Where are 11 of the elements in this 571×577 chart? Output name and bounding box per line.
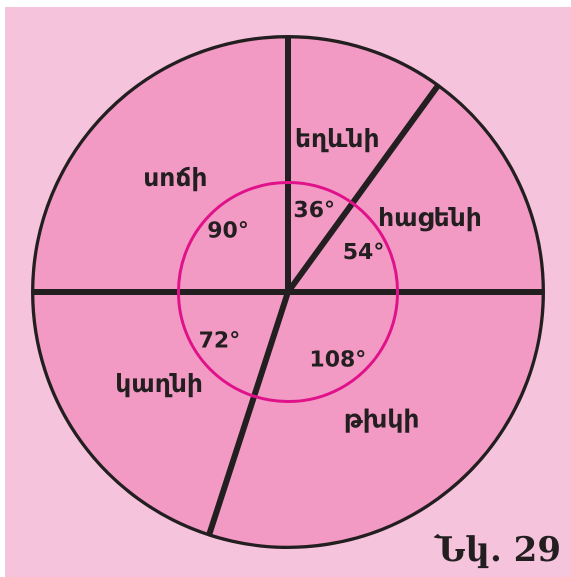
slice-label: կաղնի [115, 369, 203, 398]
data-label: 90° [207, 218, 249, 244]
data-label: 36° [293, 198, 336, 224]
slice-label: սոճի [143, 162, 208, 192]
data-label: 108° [309, 347, 366, 372]
data-label: 54° [342, 240, 384, 266]
slice-label: հացենի [378, 203, 482, 232]
slice-label: եղևնի [294, 124, 380, 153]
data-label: 72° [198, 328, 240, 354]
slice-label: թխկի [344, 404, 420, 434]
text: Նկ. 29 [433, 530, 561, 570]
